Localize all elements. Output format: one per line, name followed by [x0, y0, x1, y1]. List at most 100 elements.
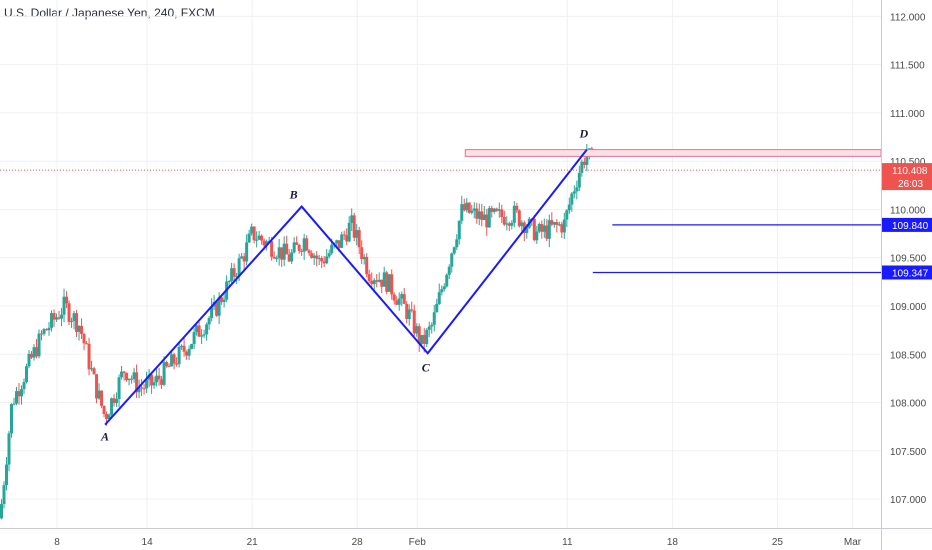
candle-body-137 [342, 234, 346, 236]
candle-body-79 [197, 325, 201, 337]
candle-body-77 [192, 332, 196, 345]
y-tick-label-10: 112.000 [890, 12, 926, 23]
candle-body-33 [82, 333, 86, 344]
candle-body-56 [140, 387, 144, 389]
candle-body-171 [427, 326, 431, 330]
candle-body-94 [235, 276, 239, 278]
candle-body-58 [145, 379, 149, 389]
candle-body-193 [482, 214, 486, 221]
level-tag-bg-1 [882, 265, 932, 280]
candle-body-88 [220, 297, 224, 303]
candle-body-3 [7, 433, 11, 465]
candle-body-219 [547, 220, 551, 239]
candle-body-42 [105, 414, 109, 420]
candle-body-8 [20, 389, 24, 397]
candle-body-68 [170, 354, 174, 367]
candle-body-173 [432, 312, 436, 325]
candle-body-67 [167, 365, 171, 367]
candle-body-6 [15, 391, 19, 404]
abcd-pattern-line[interactable] [104, 149, 588, 426]
candle-body-152 [380, 279, 384, 287]
candle-body-205 [512, 205, 516, 223]
candle-body-157 [392, 294, 396, 301]
candle-body-99 [247, 233, 251, 243]
candle-body-22 [55, 317, 59, 320]
x-tick-label-0: 8 [54, 537, 60, 548]
y-tick-label-3: 108.500 [890, 350, 927, 361]
candle-body-43 [107, 414, 111, 420]
candle-body-181 [452, 247, 456, 254]
candle-body-66 [165, 362, 169, 366]
level-tag-label-0: 109.840 [892, 221, 929, 232]
candle-body-115 [287, 254, 291, 262]
candle-body-229 [572, 191, 576, 194]
candle-body-230 [575, 187, 579, 192]
candle-body-167 [417, 326, 421, 344]
candle-body-203 [507, 223, 511, 226]
candle-body-105 [262, 240, 266, 246]
candle-body-104 [260, 235, 264, 241]
candle-body-116 [290, 252, 294, 262]
candle-body-210 [525, 227, 529, 233]
candle-body-28 [70, 321, 74, 323]
candle-body-23 [57, 317, 61, 319]
candle-body-57 [142, 388, 146, 390]
candle-body-213 [532, 218, 536, 241]
candle-body-18 [45, 329, 49, 331]
candle-body-149 [372, 280, 376, 285]
candle-body-46 [115, 398, 119, 404]
pattern-point-B: B [289, 188, 298, 202]
candle-body-31 [77, 325, 81, 332]
candle-body-83 [207, 318, 211, 325]
candle-body-19 [47, 327, 51, 331]
candle-body-174 [435, 303, 439, 313]
candle-body-55 [137, 387, 141, 393]
candle-body-170 [425, 329, 429, 344]
candle-body-130 [325, 256, 329, 264]
candle-body-200 [500, 209, 504, 217]
candle-body-168 [420, 335, 424, 344]
x-tick-label-2: 21 [247, 537, 259, 548]
candle-body-201 [502, 216, 506, 225]
candle-body-98 [245, 242, 249, 262]
candle-body-123 [307, 250, 311, 254]
candle-body-119 [297, 244, 301, 251]
candle-body-63 [157, 375, 161, 380]
candle-body-204 [510, 222, 514, 226]
candle-body-118 [295, 242, 299, 245]
y-tick-label-2: 108.000 [890, 399, 927, 410]
candle-body-180 [450, 253, 454, 267]
candle-body-163 [407, 309, 411, 319]
pattern-point-D: D [578, 127, 588, 141]
candle-body-5 [12, 403, 16, 405]
candle-body-54 [135, 372, 139, 393]
candle-body-182 [455, 239, 459, 248]
candle-body-62 [155, 375, 159, 383]
candle-body-114 [285, 243, 289, 255]
candle-body-233 [582, 161, 586, 165]
candle-body-132 [330, 244, 334, 254]
candle-body-126 [315, 255, 319, 259]
resistance-zone[interactable] [464, 149, 882, 157]
candle-body-226 [565, 210, 569, 220]
candle-body-108 [270, 241, 274, 257]
candle-body-172 [430, 324, 434, 327]
candle-body-218 [545, 225, 549, 239]
candle-body-162 [405, 303, 409, 319]
candle-body-13 [32, 347, 36, 358]
candle-body-103 [257, 235, 261, 240]
candle-body-117 [292, 242, 296, 253]
candle-body-135 [337, 240, 341, 248]
candle-body-140 [350, 215, 354, 223]
candle-body-197 [492, 208, 496, 212]
candle-timer-label: 26:03 [898, 179, 923, 190]
candle-body-41 [102, 405, 106, 415]
candle-body-74 [185, 351, 189, 356]
candle-body-177 [442, 286, 446, 290]
candle-body-106 [265, 241, 269, 246]
candle-body-129 [322, 261, 326, 264]
candle-body-109 [272, 256, 276, 259]
x-tick-label-7: 25 [772, 537, 784, 548]
candle-body-159 [397, 298, 401, 305]
